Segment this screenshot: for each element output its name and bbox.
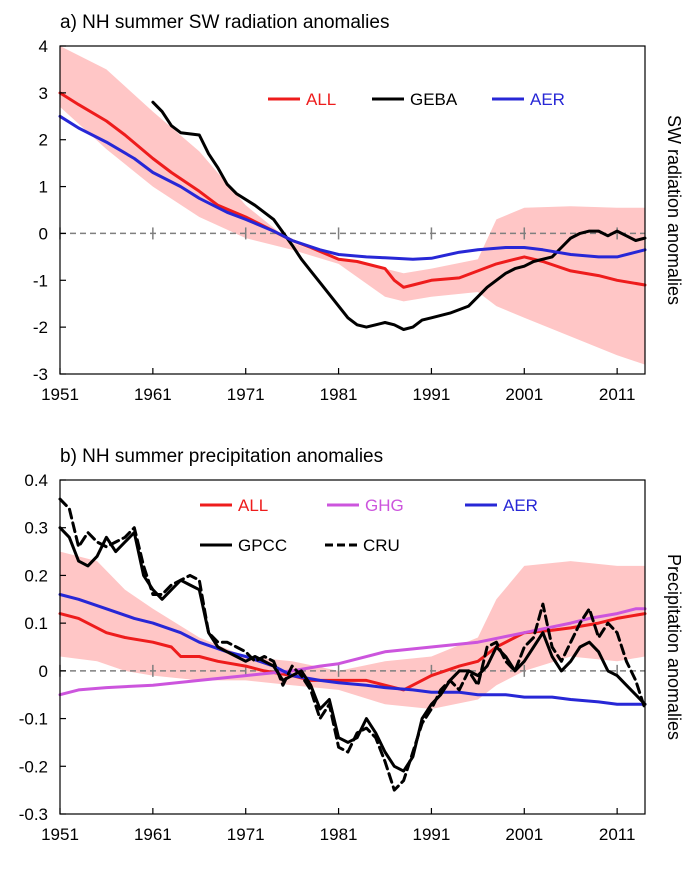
legend-label-b-aer: AER bbox=[503, 496, 538, 515]
x-tick-label-b: 1971 bbox=[227, 825, 265, 844]
y-tick-label-b: 0.4 bbox=[24, 471, 48, 490]
x-tick-label-b: 1951 bbox=[41, 825, 79, 844]
x-tick-label-a: 2011 bbox=[599, 385, 636, 404]
plot-frame-a bbox=[59, 45, 646, 375]
y-tick-label-a: -2 bbox=[33, 318, 48, 337]
x-tick-label-a: 1971 bbox=[227, 385, 265, 404]
plot-frame-b bbox=[59, 479, 646, 815]
y-tick-label-a: -3 bbox=[33, 365, 48, 384]
series-line-b-all bbox=[58, 612, 647, 692]
legend-label-b-all: ALL bbox=[238, 496, 268, 515]
series-line-a-geba bbox=[151, 100, 647, 331]
y-tick-label-b: -0.3 bbox=[19, 805, 48, 824]
x-tick-label-a: 1991 bbox=[413, 385, 451, 404]
legend-label-a-all: ALL bbox=[306, 90, 336, 109]
uncertainty-band-b bbox=[60, 551, 645, 709]
y-tick-label-b: 0.3 bbox=[24, 519, 48, 538]
series-line-a-all bbox=[58, 91, 647, 289]
legend-label-b-gpcc: GPCC bbox=[238, 536, 287, 555]
x-tick-label-b: 1991 bbox=[413, 825, 451, 844]
y-tick-label-b: 0.1 bbox=[24, 614, 48, 633]
series-line-b-cru bbox=[58, 497, 647, 792]
y-tick-label-a: 1 bbox=[39, 178, 48, 197]
y-tick-label-a: -1 bbox=[33, 271, 48, 290]
legend-label-b-ghg: GHG bbox=[365, 496, 404, 515]
legend-label-a-geba: GEBA bbox=[410, 90, 458, 109]
y-tick-label-b: 0 bbox=[39, 662, 48, 681]
y-tick-label-b: -0.2 bbox=[19, 757, 48, 776]
y-tick-label-b: -0.1 bbox=[19, 710, 48, 729]
y-tick-label-a: 4 bbox=[39, 37, 48, 56]
x-tick-label-b: 2001 bbox=[505, 825, 543, 844]
x-tick-label-a: 1961 bbox=[134, 385, 172, 404]
x-tick-label-a: 1951 bbox=[41, 385, 79, 404]
x-tick-label-a: 2001 bbox=[505, 385, 543, 404]
x-tick-label-b: 2011 bbox=[599, 825, 636, 844]
y-axis-label-a: SW radiation anomalies bbox=[664, 115, 684, 305]
y-tick-label-b: 0.2 bbox=[24, 566, 48, 585]
x-tick-label-b: 1981 bbox=[320, 825, 358, 844]
y-tick-label-a: 0 bbox=[39, 224, 48, 243]
x-tick-label-a: 1981 bbox=[320, 385, 358, 404]
chart-title-a: a) NH summer SW radiation anomalies bbox=[60, 12, 389, 33]
series-line-b-ghg bbox=[58, 607, 647, 697]
uncertainty-band-a bbox=[60, 46, 645, 365]
series-line-b-aer bbox=[58, 593, 647, 706]
legend-label-a-aer: AER bbox=[530, 90, 565, 109]
legend-label-b-cru: CRU bbox=[363, 536, 400, 555]
y-axis-label-b: Precipitation anomalies bbox=[664, 554, 684, 740]
y-tick-label-a: 2 bbox=[39, 131, 48, 150]
chart-title-b: b) NH summer precipitation anomalies bbox=[60, 446, 383, 467]
series-line-a-aer bbox=[58, 114, 647, 261]
x-tick-label-b: 1961 bbox=[134, 825, 172, 844]
y-tick-label-a: 3 bbox=[39, 84, 48, 103]
